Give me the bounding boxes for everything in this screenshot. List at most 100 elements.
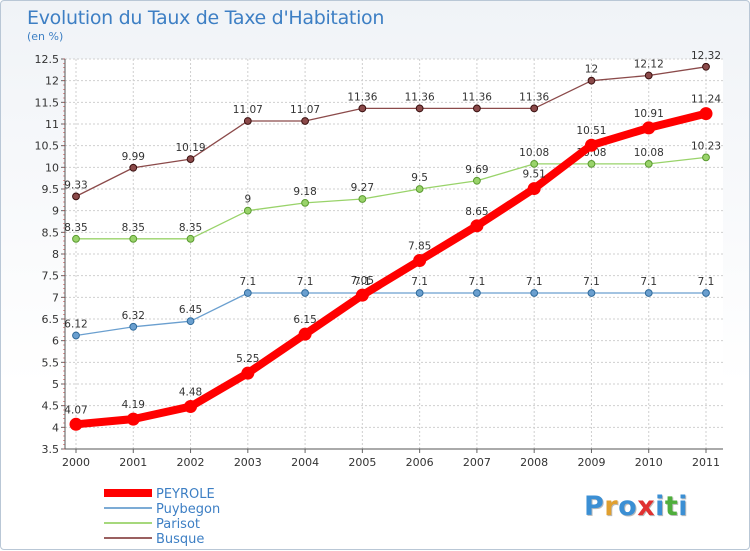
data-point [415, 104, 424, 113]
series-line-puybegon [75, 292, 707, 337]
y-tick-label: 4.5 [42, 400, 60, 413]
y-tick-label: 8 [52, 248, 59, 261]
x-tick-label: 2009 [577, 456, 605, 469]
legend-label-peyrole: PEYROLE [156, 487, 215, 502]
data-label: 8.35 [179, 222, 202, 234]
data-point [72, 192, 80, 201]
x-tick-label: 2011 [692, 456, 720, 469]
x-tick-label: 2007 [463, 456, 491, 469]
data-point [358, 104, 367, 113]
data-label: 6.15 [293, 314, 316, 326]
data-point [358, 195, 367, 203]
y-tick-label: 8.5 [42, 226, 60, 239]
data-label: 7.1 [698, 276, 715, 288]
data-label: 10.91 [634, 108, 664, 120]
data-label: 7.1 [583, 276, 600, 288]
data-label: 6.45 [179, 304, 202, 316]
y-tick-label: 5 [52, 378, 59, 391]
data-point [702, 62, 710, 71]
data-label: 8.35 [64, 222, 87, 234]
data-label: 12 [585, 64, 598, 76]
chart-subtitle: (en %) [27, 30, 64, 43]
logo-letter: o [618, 491, 638, 522]
data-label: 7.05 [351, 275, 374, 287]
data-point [69, 417, 83, 431]
data-label: 9.69 [465, 164, 488, 176]
data-label: 7.85 [408, 241, 431, 253]
x-tick-label: 2003 [234, 456, 262, 469]
data-point [184, 400, 198, 414]
data-label: 4.48 [179, 387, 202, 399]
data-label: 11.07 [233, 104, 263, 116]
data-point [699, 107, 713, 121]
data-point [415, 185, 424, 193]
logo-letter: x [637, 491, 656, 522]
data-point [584, 138, 598, 152]
data-label: 9.51 [522, 169, 545, 181]
data-point [186, 155, 195, 164]
data-label: 7.1 [354, 276, 371, 288]
data-point [129, 234, 138, 243]
data-label: 11.36 [462, 91, 492, 103]
data-label: 6.32 [122, 310, 145, 322]
data-label: 10.08 [634, 147, 664, 159]
logo-letter: r [604, 491, 619, 522]
data-label: 11.36 [405, 91, 435, 103]
data-label: 8.35 [122, 222, 145, 234]
data-point [642, 121, 656, 135]
data-point [298, 327, 312, 341]
data-label: 7.1 [640, 276, 657, 288]
data-label: 12.12 [634, 58, 664, 70]
data-point [301, 289, 309, 297]
legend-label-puybegon: Puybegon [156, 502, 220, 517]
data-label: 11.24 [691, 94, 721, 106]
data-label: 10.19 [176, 142, 206, 154]
data-label: 11.36 [519, 91, 549, 103]
x-tick-label: 2010 [635, 456, 663, 469]
y-tick-label: 7.5 [42, 270, 60, 283]
y-tick-label: 11.5 [35, 96, 60, 109]
data-point [470, 219, 484, 233]
data-label: 12.32 [691, 50, 721, 62]
data-label: 7.1 [411, 276, 428, 288]
legend-label-busque: Busque [156, 532, 204, 547]
data-point [473, 176, 481, 185]
data-label: 7.1 [297, 276, 314, 288]
y-tick-label: 10.5 [35, 140, 60, 153]
series-line-parisot [75, 156, 707, 240]
proxiti-logo: Proxiti [584, 491, 688, 522]
data-point [301, 117, 309, 125]
data-point [243, 289, 252, 297]
data-label: 4.19 [122, 399, 145, 411]
y-tick-label: 11 [45, 118, 59, 131]
data-point [644, 71, 653, 80]
data-point [587, 289, 596, 297]
y-tick-label: 12.5 [35, 53, 60, 66]
data-label: 9.5 [411, 172, 428, 184]
logo-letter: i [678, 491, 689, 522]
x-tick-label: 2004 [291, 456, 319, 469]
x-tick-label: 2006 [406, 456, 434, 469]
data-point [72, 234, 80, 243]
data-label: 5.25 [236, 353, 259, 365]
x-tick-label: 2000 [62, 456, 90, 469]
legend-label-parisot: Parisot [156, 517, 200, 532]
data-point [126, 412, 140, 426]
data-label: 10.51 [576, 125, 606, 137]
data-point [527, 182, 541, 196]
data-point [129, 163, 138, 172]
data-point [186, 317, 195, 326]
data-point [473, 289, 481, 297]
y-tick-label: 10 [45, 161, 59, 174]
data-label: 6.12 [64, 318, 87, 330]
data-label: 8.65 [465, 206, 488, 218]
series-line-busque [75, 66, 707, 198]
data-point [186, 234, 195, 243]
y-tick-label: 5.5 [42, 356, 60, 369]
series-line-peyrole [72, 109, 710, 429]
data-label: 7.1 [469, 276, 486, 288]
data-label: 9.99 [122, 151, 145, 163]
x-tick-label: 2001 [119, 456, 147, 469]
